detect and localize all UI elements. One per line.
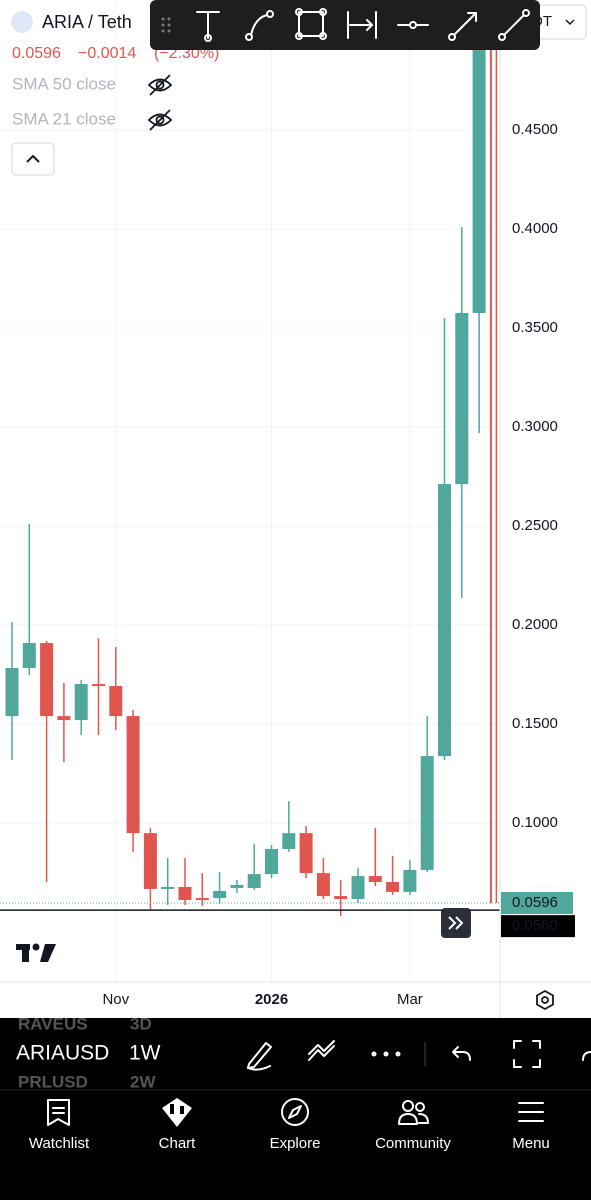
indicators-icon[interactable] bbox=[308, 1040, 335, 1061]
tab-label[interactable]: Chart bbox=[159, 1135, 197, 1152]
candle-body bbox=[316, 873, 330, 897]
redo-icon[interactable] bbox=[582, 1051, 591, 1061]
y-tick-label: 0.4000 bbox=[512, 220, 558, 237]
watchlist-icon[interactable] bbox=[47, 1099, 70, 1126]
drawing-toolbar bbox=[150, 0, 540, 50]
candle-body bbox=[161, 886, 175, 889]
last-price: 0.0596 bbox=[12, 45, 61, 62]
symbol-logo bbox=[11, 11, 33, 33]
x-tick-label: 2026 bbox=[255, 991, 288, 1008]
candle-body bbox=[489, 0, 492, 904]
candle-body bbox=[213, 890, 227, 899]
hide-icon[interactable] bbox=[147, 74, 173, 96]
tool-icon[interactable] bbox=[498, 9, 530, 41]
y-tick-label: 0.4500 bbox=[512, 121, 558, 138]
explore-icon[interactable] bbox=[281, 1098, 309, 1126]
y-tick-label: 0.3500 bbox=[512, 319, 558, 336]
y-tick-label: 0.1000 bbox=[512, 814, 558, 831]
tradingview-logo bbox=[16, 943, 56, 962]
active-symbol[interactable]: ARIAUSD bbox=[16, 1042, 109, 1065]
y-tick-label: 0.2500 bbox=[512, 517, 558, 534]
menu-icon[interactable] bbox=[518, 1102, 544, 1122]
tool-icon[interactable] bbox=[245, 10, 274, 41]
candle-body bbox=[195, 898, 209, 901]
candle-body bbox=[472, 0, 486, 314]
candle-body bbox=[420, 756, 434, 870]
candle-body bbox=[386, 882, 400, 892]
x-tick-label: Mar bbox=[397, 991, 423, 1008]
candle-body bbox=[109, 686, 123, 717]
symbol-title[interactable]: ARIA / Teth bbox=[42, 12, 132, 32]
tab-label[interactable]: Menu bbox=[512, 1135, 550, 1152]
x-tick-label: Nov bbox=[102, 991, 129, 1008]
chart-background bbox=[0, 0, 591, 1018]
community-icon[interactable] bbox=[398, 1100, 429, 1125]
candle-body bbox=[5, 667, 19, 717]
watchlist-symbol[interactable]: PRLUSD bbox=[18, 1072, 88, 1091]
active-interval[interactable]: 1W bbox=[129, 1042, 161, 1065]
candle-body bbox=[282, 833, 296, 849]
watchlist-symbol[interactable]: RAVEUS bbox=[18, 1014, 88, 1033]
candle-body bbox=[438, 484, 451, 757]
y-tick-label: 0.2000 bbox=[512, 616, 558, 633]
price-line-badge bbox=[501, 915, 575, 938]
draw-icon[interactable] bbox=[247, 1042, 272, 1071]
fullscreen-icon[interactable] bbox=[513, 1040, 541, 1068]
candle-body bbox=[230, 884, 244, 888]
grid bbox=[0, 0, 500, 982]
tool-icon[interactable] bbox=[448, 12, 477, 41]
collapse-button[interactable] bbox=[11, 142, 55, 176]
candle-body bbox=[334, 896, 348, 900]
indicator-label[interactable]: SMA 21 close bbox=[12, 109, 116, 128]
candle-body bbox=[403, 869, 417, 892]
hide-icon[interactable] bbox=[147, 109, 173, 131]
indicator-label[interactable]: SMA 50 close bbox=[12, 74, 116, 93]
last-price-badge bbox=[501, 892, 573, 915]
candle-body bbox=[40, 643, 54, 717]
candle-body bbox=[74, 684, 88, 721]
watchlist-interval[interactable]: 3D bbox=[130, 1014, 152, 1033]
y-tick-label: 0.1500 bbox=[512, 715, 558, 732]
tool-icon[interactable] bbox=[397, 21, 429, 29]
chevron-icon bbox=[565, 19, 575, 26]
tab-label[interactable]: Community bbox=[375, 1135, 451, 1152]
y-tick-label: 0.3000 bbox=[512, 418, 558, 435]
price-line-label: 0.0560 bbox=[512, 917, 558, 934]
watchlist-interval[interactable]: 2W bbox=[130, 1072, 156, 1091]
tool-icon[interactable] bbox=[295, 8, 327, 40]
candle-body bbox=[22, 643, 36, 668]
chart-icon[interactable] bbox=[162, 1098, 192, 1127]
candle-body bbox=[92, 684, 105, 687]
candle-body bbox=[247, 874, 261, 888]
double-chevron-icon bbox=[448, 916, 464, 930]
candle-body bbox=[299, 833, 313, 874]
candle-body bbox=[351, 876, 365, 900]
tab-label[interactable]: Watchlist bbox=[29, 1135, 90, 1152]
tool-icon[interactable] bbox=[347, 11, 377, 39]
candle-body bbox=[455, 313, 469, 485]
candle-body bbox=[126, 716, 140, 834]
more-icon[interactable] bbox=[371, 1051, 401, 1057]
candle-body bbox=[143, 833, 157, 889]
plot bbox=[0, 0, 500, 917]
price-axis: 0.1000 0.1500 0.2000 0.2500 0.3000 0.3500 0.40… bbox=[102, 121, 575, 1008]
candle-body bbox=[178, 886, 192, 901]
settings-icon[interactable] bbox=[536, 989, 554, 1011]
price-change: −0.0014 bbox=[78, 45, 136, 62]
tab-label[interactable]: Explore bbox=[270, 1135, 321, 1152]
chevron-icon bbox=[26, 154, 40, 163]
tool-icon[interactable] bbox=[196, 11, 220, 42]
candle-body bbox=[368, 876, 382, 883]
undo-icon[interactable] bbox=[452, 1046, 471, 1061]
candle-body bbox=[265, 848, 278, 875]
legend: ARIA / Teth 0.0596 −0.0014 (−2.30%) SMA … bbox=[11, 11, 219, 176]
last-price-label: 0.0596 bbox=[512, 894, 558, 911]
candle-body bbox=[57, 716, 71, 721]
